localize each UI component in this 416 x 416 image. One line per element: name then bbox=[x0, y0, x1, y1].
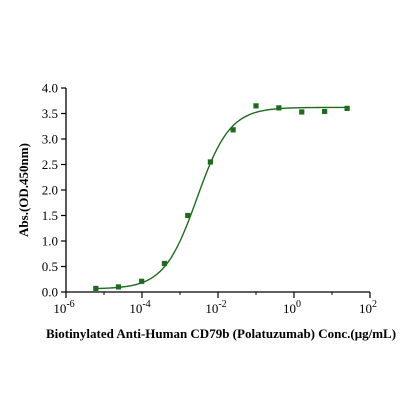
x-tick-label: 102 bbox=[359, 299, 377, 316]
y-axis-title: Abs.(OD.450nm) bbox=[16, 143, 31, 237]
axes bbox=[65, 88, 370, 293]
data-point bbox=[207, 159, 213, 165]
x-tick-label-exponent: 2 bbox=[372, 299, 377, 310]
x-tick-label-exponent: 0 bbox=[296, 299, 301, 310]
x-tick-label-exponent: -6 bbox=[66, 299, 74, 310]
data-point bbox=[185, 212, 191, 219]
y-tick-label: 3.5 bbox=[42, 106, 58, 121]
x-tick-label: 100 bbox=[283, 299, 301, 316]
x-tick-label: 10-6 bbox=[53, 299, 74, 316]
x-tick-label: 10-4 bbox=[129, 299, 150, 316]
data-point bbox=[230, 127, 236, 133]
data-point bbox=[344, 105, 350, 111]
data-point bbox=[115, 284, 122, 290]
y-tick-label: 0.0 bbox=[42, 285, 58, 300]
data-point bbox=[161, 260, 168, 267]
y-axis-ticks: 0.0 0.5 1.0 1.5 2.0 2.5 3.0 3.5 4.0 bbox=[42, 81, 66, 300]
data-point bbox=[299, 109, 305, 115]
y-tick-label: 1.0 bbox=[42, 234, 58, 249]
x-tick-label: 10-2 bbox=[205, 299, 226, 316]
fit-curve bbox=[95, 106, 348, 290]
x-axis-title: Biotinylated Anti-Human CD79b (Polatuzum… bbox=[46, 326, 396, 341]
data-points-layer bbox=[93, 103, 350, 292]
data-point bbox=[322, 108, 328, 115]
data-point bbox=[139, 278, 145, 284]
y-tick-label: 2.0 bbox=[42, 183, 58, 198]
x-tick-label-base: 10 bbox=[129, 301, 142, 316]
y-tick-label: 2.5 bbox=[42, 157, 58, 172]
data-point bbox=[93, 285, 99, 292]
x-tick-label-base: 10 bbox=[359, 301, 372, 316]
data-point bbox=[276, 105, 282, 111]
fit-curve-layer bbox=[95, 106, 348, 290]
x-tick-label-base: 10 bbox=[205, 301, 218, 316]
y-tick-label: 4.0 bbox=[42, 81, 58, 96]
x-tick-label-exponent: -2 bbox=[218, 299, 226, 310]
x-tick-label-base: 10 bbox=[53, 301, 66, 316]
y-tick-label: 3.0 bbox=[42, 132, 58, 147]
y-tick-label: 0.5 bbox=[42, 259, 58, 274]
x-tick-label-exponent: -4 bbox=[142, 299, 150, 310]
data-point bbox=[253, 103, 259, 109]
x-axis-ticks: 10-6 10-4 10-2 100 102 bbox=[53, 292, 377, 316]
y-tick-label: 1.5 bbox=[42, 208, 58, 223]
x-tick-label-base: 10 bbox=[283, 301, 296, 316]
